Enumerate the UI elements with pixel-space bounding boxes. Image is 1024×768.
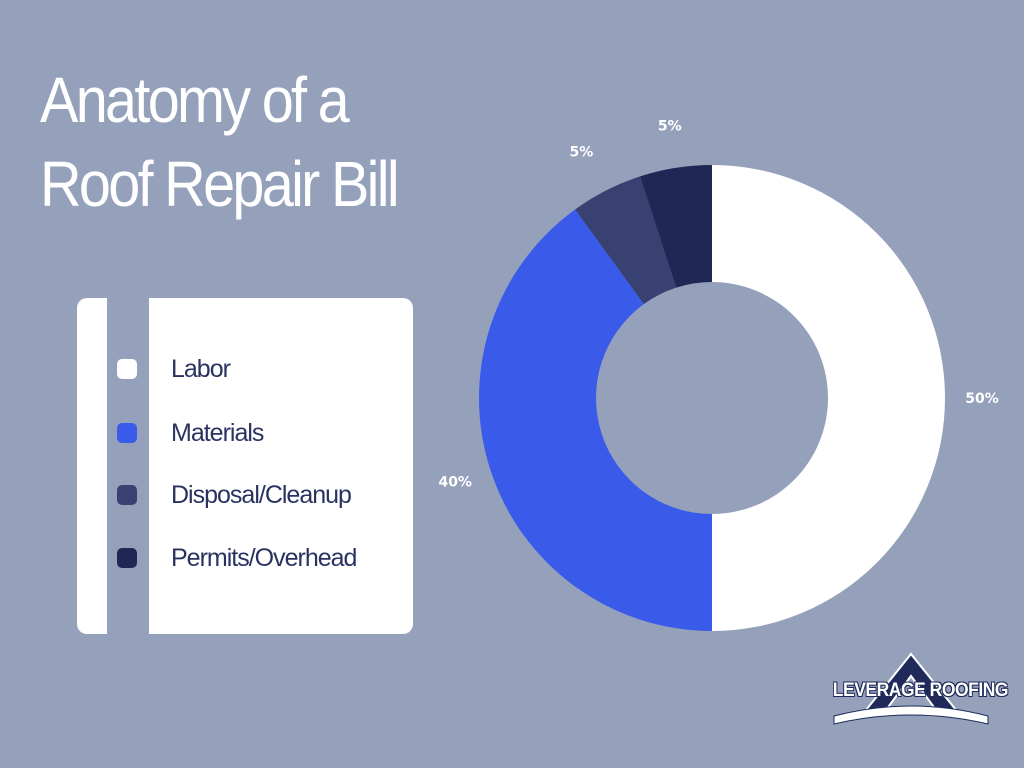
legend-item-disposal: Disposal/Cleanup [117, 480, 352, 510]
title-line-2: Roof Repair Bill [40, 148, 400, 220]
legend-label-materials: Materials [171, 418, 264, 447]
data-label-permits-overhead: 5% [658, 118, 682, 134]
legend-stripe [107, 298, 149, 634]
legend: Labor Materials Disposal/Cleanup Permits… [77, 298, 413, 634]
legend-swatch-labor [117, 359, 137, 379]
legend-swatch-disposal [117, 485, 137, 505]
page-title: Anatomy of a Roof Repair Bill [40, 58, 400, 226]
company-logo: LEVERAGE ROOFING [826, 652, 1009, 730]
slice-disposal-cleanup [575, 176, 677, 305]
slice-materials [479, 209, 712, 632]
legend-label-permits: Permits/Overhead [171, 543, 357, 572]
data-label-disposal-cleanup: 5% [570, 144, 594, 160]
roof-peak-icon [833, 652, 989, 725]
legend-item-permits: Permits/Overhead [117, 543, 357, 573]
data-label-materials: 40% [438, 474, 472, 490]
logo-text: LEVERAGE ROOFING [832, 680, 1009, 701]
title-line-1: Anatomy of a [40, 64, 350, 136]
slice-permits-overhead [639, 165, 712, 288]
legend-label-labor: Labor [171, 354, 231, 383]
legend-swatch-permits [117, 548, 137, 568]
legend-label-disposal: Disposal/Cleanup [171, 480, 352, 509]
legend-item-labor: Labor [117, 354, 231, 384]
data-label-labor: 50% [965, 391, 999, 407]
slice-labor [712, 165, 945, 631]
legend-item-materials: Materials [117, 418, 264, 448]
legend-swatch-materials [117, 423, 137, 443]
